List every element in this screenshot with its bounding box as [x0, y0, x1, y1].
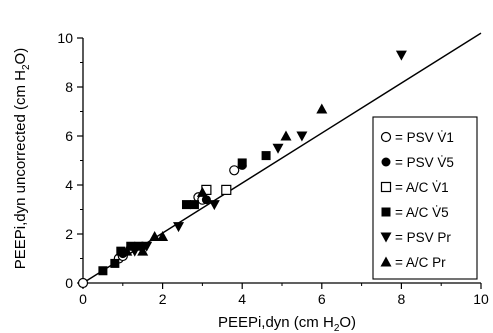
data-point-series-4	[181, 200, 191, 210]
data-point-series-6	[149, 230, 161, 241]
data-point-series-6	[280, 130, 292, 141]
data-point-series-5	[272, 143, 284, 154]
data-point-series-5	[296, 131, 308, 142]
legend-marker-1	[380, 131, 392, 143]
x-tick-label: 6	[318, 291, 326, 307]
x-tick-label: 0	[79, 291, 87, 307]
x-axis-label-end: O)	[339, 314, 356, 331]
y-tick-label: 2	[65, 226, 73, 242]
legend: = PSV V̇1 = PSV V̇5 = A/C V̇1 = A/C V̇5 = PS…	[372, 116, 478, 280]
legend-marker-4	[381, 207, 391, 217]
data-point-series-6	[121, 245, 133, 256]
data-point-series-4	[134, 241, 144, 251]
legend-label-4: = A/C V̇5	[395, 205, 449, 220]
legend-label-6: = A/C Pr	[395, 255, 446, 270]
data-point-series-4	[237, 158, 247, 168]
regression-line-group	[82, 32, 482, 284]
data-point-series-5	[395, 50, 407, 61]
legend-marker-3	[380, 181, 392, 193]
data-points	[77, 50, 407, 289]
data-point-series-4	[126, 241, 136, 251]
regression-line	[82, 32, 482, 284]
y-tick-label: 6	[65, 128, 73, 144]
data-point-series-4	[261, 151, 271, 161]
x-tick-label: 10	[473, 291, 489, 307]
x-tick-label: 2	[159, 291, 167, 307]
data-point-series-4	[116, 246, 126, 256]
data-point-series-6	[196, 186, 208, 197]
data-point-series-4	[98, 266, 108, 276]
legend-box	[372, 116, 478, 280]
y-axis-label-sub: 2	[21, 64, 32, 70]
x-tick-label: 4	[238, 291, 246, 307]
x-axis-label-main: PEEPi,dyn (cm H	[218, 314, 334, 331]
data-point-series-6	[316, 103, 328, 114]
y-tick-label: 8	[65, 79, 73, 95]
legend-label-2: = PSV V̇5	[395, 155, 454, 170]
data-point-series-6	[137, 245, 149, 256]
y-tick-label: 10	[57, 30, 73, 46]
data-point-series-4	[189, 200, 199, 210]
legend-marker-5	[380, 232, 392, 243]
data-point-series-1	[229, 165, 240, 176]
y-axis-label: PEEPi,dyn uncorrected (cm H2O)	[12, 48, 32, 269]
data-point-series-5	[129, 246, 141, 257]
data-point-series-5	[173, 222, 185, 233]
y-axis-label-main: PEEPi,dyn uncorrected (cm H	[12, 70, 29, 269]
data-point-series-2	[201, 195, 211, 205]
legend-label-1: = PSV V̇1	[395, 130, 454, 145]
legend-marker-6	[380, 256, 392, 267]
legend-label-5: = PSV Pr	[395, 230, 451, 245]
x-tick-label: 8	[398, 291, 406, 307]
y-axis-label-end: O)	[12, 48, 29, 65]
data-point-series-1	[77, 277, 89, 289]
data-point-series-3	[221, 184, 232, 195]
y-tick-label: 4	[65, 177, 73, 193]
data-point-series-5	[208, 200, 220, 211]
legend-label-3: = A/C V̇1	[395, 180, 449, 195]
legend-marker-2	[381, 157, 391, 167]
data-point-series-4	[110, 258, 120, 268]
x-axis-label-sub: 2	[334, 323, 340, 333]
data-point-series-5	[141, 241, 153, 252]
data-point-series-6	[157, 230, 169, 241]
y-tick-label: 0	[65, 275, 73, 291]
x-axis-label: PEEPi,dyn (cm H2O)	[218, 314, 356, 333]
